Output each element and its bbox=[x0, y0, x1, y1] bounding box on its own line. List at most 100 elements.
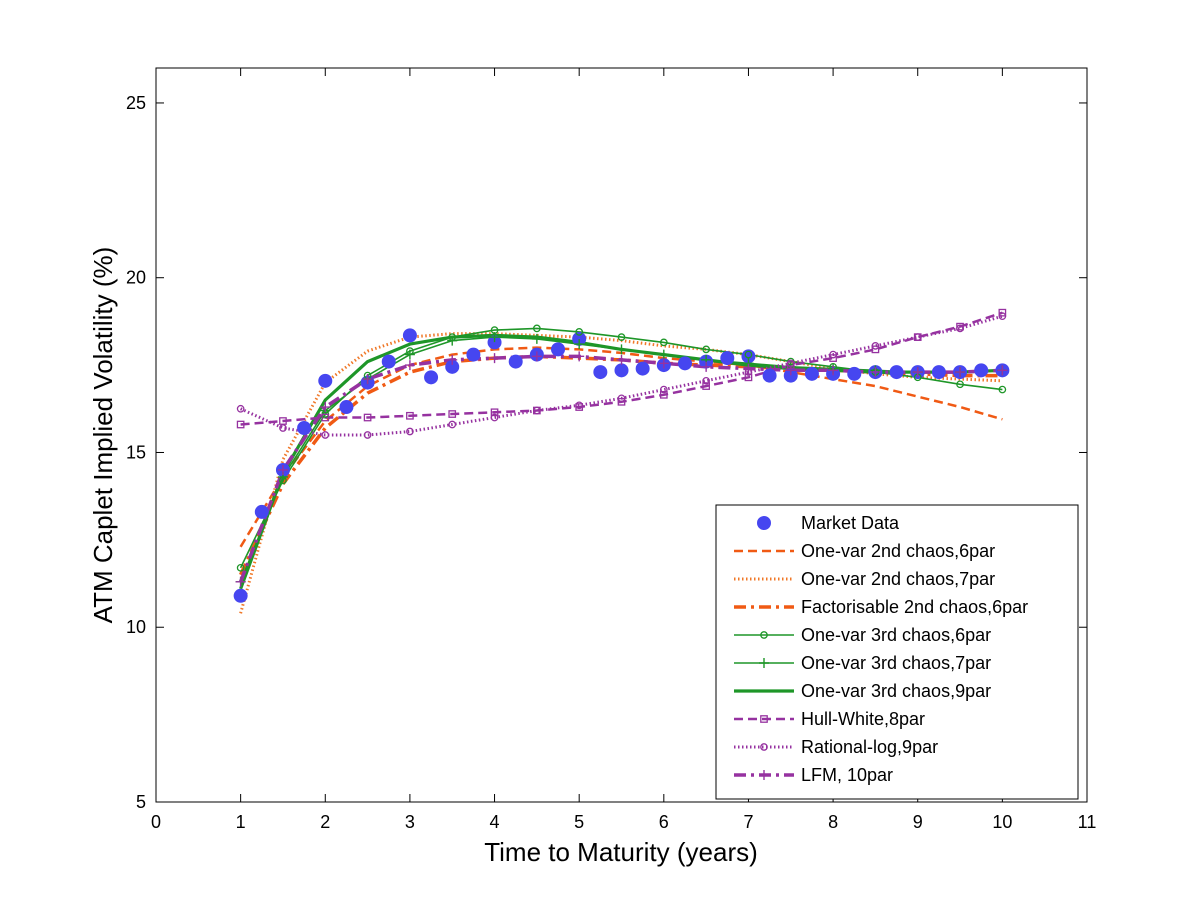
data-point-one-var-3rd-chaos-6par bbox=[533, 324, 541, 333]
data-point-rational-log-9par bbox=[659, 385, 668, 394]
data-point-lfm-10par bbox=[531, 351, 542, 362]
x-tick-label: 4 bbox=[490, 812, 500, 832]
data-point-one-var-3rd-chaos-6par bbox=[659, 338, 668, 347]
data-point-lfm-10par bbox=[870, 367, 881, 378]
data-point-market-data bbox=[889, 365, 904, 380]
data-point-one-var-3rd-chaos-7par bbox=[489, 332, 500, 343]
data-point-one-var-3rd-chaos-7par bbox=[404, 349, 415, 360]
data-point-one-var-3rd-chaos-6par bbox=[575, 328, 584, 336]
legend-marker-market-data bbox=[757, 516, 771, 530]
y-tick-label: 25 bbox=[126, 93, 146, 113]
data-point-lfm-10par bbox=[489, 353, 500, 364]
data-point-hull-white-8par bbox=[406, 411, 414, 420]
legend-marker-one-var-3rd-chaos-6par bbox=[760, 631, 768, 639]
data-point-market-data bbox=[720, 351, 735, 366]
data-point-one-var-3rd-chaos-7par bbox=[447, 335, 458, 346]
legend-label-rational-log-9par: Rational-log,9par bbox=[801, 737, 938, 757]
data-point-hull-white-8par bbox=[617, 397, 626, 406]
x-tick-label: 10 bbox=[992, 812, 1012, 832]
data-point-rational-log-9par bbox=[490, 413, 499, 422]
data-point-lfm-10par bbox=[616, 354, 627, 365]
data-point-hull-white-8par bbox=[659, 390, 668, 399]
data-point-market-data bbox=[254, 504, 269, 519]
data-point-one-var-3rd-chaos-6par bbox=[702, 345, 710, 354]
legend-label-one-var-2nd-chaos-6par: One-var 2nd chaos,6par bbox=[801, 541, 995, 561]
data-point-lfm-10par bbox=[574, 351, 585, 362]
data-point-market-data bbox=[974, 363, 989, 378]
data-point-one-var-3rd-chaos-7par bbox=[531, 333, 542, 344]
data-point-market-data bbox=[804, 366, 819, 381]
data-point-rational-log-9par bbox=[363, 431, 372, 439]
x-tick-label: 7 bbox=[743, 812, 753, 832]
data-point-one-var-3rd-chaos-7par bbox=[658, 349, 669, 360]
data-point-hull-white-8par bbox=[871, 345, 880, 354]
legend-label-lfm-10par: LFM, 10par bbox=[801, 765, 893, 785]
data-point-lfm-10par bbox=[404, 360, 415, 371]
data-point-lfm-10par bbox=[955, 367, 966, 378]
data-point-rational-log-9par bbox=[617, 394, 626, 403]
data-point-hull-white-8par bbox=[490, 408, 499, 417]
x-tick-label: 5 bbox=[574, 812, 584, 832]
y-tick-label: 10 bbox=[126, 617, 146, 637]
data-point-market-data bbox=[614, 363, 629, 378]
data-point-hull-white-8par bbox=[363, 413, 372, 422]
data-point-hull-white-8par bbox=[448, 410, 457, 418]
data-point-market-data bbox=[677, 356, 692, 371]
legend-label-factorisable-2nd-chaos-6par: Factorisable 2nd chaos,6par bbox=[801, 597, 1028, 617]
plot-markers bbox=[233, 308, 1010, 603]
data-point-market-data bbox=[318, 373, 333, 388]
data-point-rational-log-9par bbox=[321, 431, 330, 439]
legend: Market Data One-var 2nd chaos,6par One-var… bbox=[715, 504, 1079, 800]
data-point-hull-white-8par bbox=[236, 420, 245, 429]
data-point-market-data bbox=[297, 421, 312, 436]
data-point-lfm-10par bbox=[828, 365, 839, 376]
data-point-lfm-10par bbox=[658, 358, 669, 369]
legend-box bbox=[715, 504, 1079, 800]
data-point-hull-white-8par bbox=[829, 354, 837, 362]
x-tick-label: 9 bbox=[913, 812, 923, 832]
data-point-lfm-10par bbox=[912, 367, 923, 378]
data-point-one-var-3rd-chaos-7par bbox=[574, 339, 585, 350]
plot-frame bbox=[155, 67, 1088, 803]
data-point-rational-log-9par bbox=[829, 350, 837, 359]
data-point-rational-log-9par bbox=[279, 424, 287, 432]
data-point-market-data bbox=[762, 368, 777, 383]
x-tick-label: 6 bbox=[659, 812, 669, 832]
data-point-one-var-3rd-chaos-6par bbox=[998, 385, 1007, 394]
data-point-lfm-10par bbox=[743, 363, 754, 374]
data-point-one-var-3rd-chaos-6par bbox=[617, 333, 626, 341]
data-point-rational-log-9par bbox=[406, 427, 414, 436]
legend-label-market-data: Market Data bbox=[801, 513, 900, 533]
data-point-one-var-3rd-chaos-6par bbox=[744, 350, 753, 359]
data-point-lfm-10par bbox=[235, 576, 246, 587]
data-point-rational-log-9par bbox=[533, 406, 541, 415]
data-point-one-var-3rd-chaos-6par bbox=[236, 563, 245, 572]
data-point-lfm-10par bbox=[277, 464, 288, 475]
data-point-lfm-10par bbox=[785, 365, 796, 376]
x-tick-label: 3 bbox=[405, 812, 415, 832]
data-point-rational-log-9par bbox=[871, 342, 880, 350]
data-point-lfm-10par bbox=[701, 361, 712, 372]
x-tick-label: 0 bbox=[151, 812, 161, 832]
legend-marker-lfm-10par bbox=[759, 770, 769, 780]
data-point-market-data bbox=[233, 588, 248, 603]
legend-marker-hull-white-8par bbox=[760, 715, 768, 723]
data-point-lfm-10par bbox=[320, 402, 331, 413]
data-point-market-data bbox=[847, 366, 862, 381]
data-point-market-data bbox=[635, 361, 650, 376]
legend-marker-one-var-3rd-chaos-7par bbox=[759, 658, 769, 668]
legend-label-hull-white-8par: Hull-White,8par bbox=[801, 709, 925, 729]
y-tick-label: 15 bbox=[126, 442, 146, 462]
data-point-hull-white-8par bbox=[702, 382, 710, 390]
data-point-one-var-3rd-chaos-6par bbox=[956, 380, 964, 389]
data-point-one-var-3rd-chaos-7par bbox=[616, 344, 627, 355]
data-point-market-data bbox=[381, 354, 396, 369]
legend-label-one-var-3rd-chaos-7par: One-var 3rd chaos,7par bbox=[801, 653, 991, 673]
data-point-lfm-10par bbox=[997, 365, 1008, 376]
data-point-hull-white-8par bbox=[998, 308, 1007, 317]
x-tick-label: 1 bbox=[236, 812, 246, 832]
data-point-rational-log-9par bbox=[575, 401, 584, 410]
legend-label-one-var-3rd-chaos-6par: One-var 3rd chaos,6par bbox=[801, 625, 991, 645]
y-tick-label: 5 bbox=[136, 792, 146, 812]
